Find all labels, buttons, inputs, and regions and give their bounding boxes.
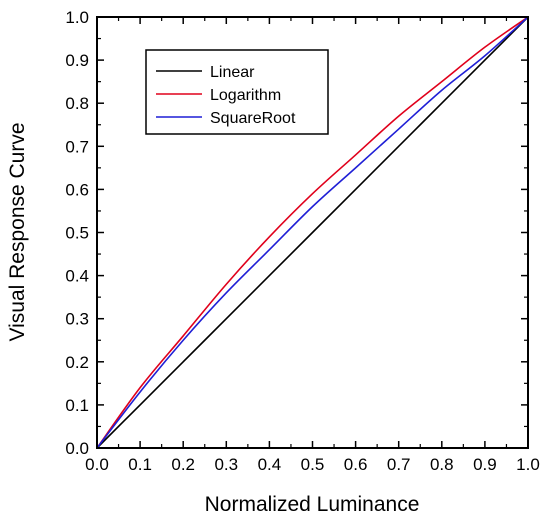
legend-label-logarithm: Logarithm: [210, 87, 281, 104]
tick-labels: 0.0 0.1 0.2 0.3 0.4 0.5 0.6 0.7 0.8 0.9 1.0 0.0 0.1 0…: [65, 8, 539, 474]
y-tick-label: 0.2: [65, 353, 89, 372]
x-tick-label: 0.4: [258, 455, 282, 474]
ticks-layer: [96, 16, 529, 449]
x-tick-label: 0.9: [473, 455, 497, 474]
legend: Linear Logarithm SquareRoot: [145, 49, 329, 135]
x-tick-label: 0.2: [171, 455, 195, 474]
y-tick-label: 0.7: [65, 137, 89, 156]
series-line-logarithm: [96, 16, 529, 449]
y-tick-label: 0.9: [65, 51, 89, 70]
x-tick-label: 1.0: [516, 455, 540, 474]
series-layer: [96, 16, 529, 449]
x-tick-label: 0.1: [128, 455, 152, 474]
series-line-linear: [96, 16, 529, 449]
x-axis-title: Normalized Luminance: [205, 493, 420, 516]
x-tick-label: 0.5: [301, 455, 325, 474]
x-tick-label: 0.6: [344, 455, 368, 474]
x-tick-label: 0.7: [387, 455, 411, 474]
legend-label-linear: Linear: [210, 64, 255, 81]
series-line-squareroot: [96, 16, 529, 449]
y-tick-label: 0.0: [65, 439, 89, 458]
x-tick-label: 0.8: [430, 455, 454, 474]
y-tick-label: 0.8: [65, 94, 89, 113]
y-tick-label: 1.0: [65, 8, 89, 27]
y-tick-label: 0.4: [65, 267, 89, 286]
y-tick-label: 0.6: [65, 180, 89, 199]
y-tick-label: 0.5: [65, 224, 89, 243]
legend-items: Linear Logarithm SquareRoot: [156, 64, 296, 127]
x-tick-label: 0.0: [85, 455, 109, 474]
legend-box: [145, 49, 329, 135]
y-tick-label: 0.3: [65, 310, 89, 329]
y-tick-label: 0.1: [65, 396, 89, 415]
y-axis-title: Visual Response Curve: [6, 122, 29, 341]
x-tick-label: 0.3: [214, 455, 238, 474]
legend-label-squareroot: SquareRoot: [210, 110, 296, 127]
